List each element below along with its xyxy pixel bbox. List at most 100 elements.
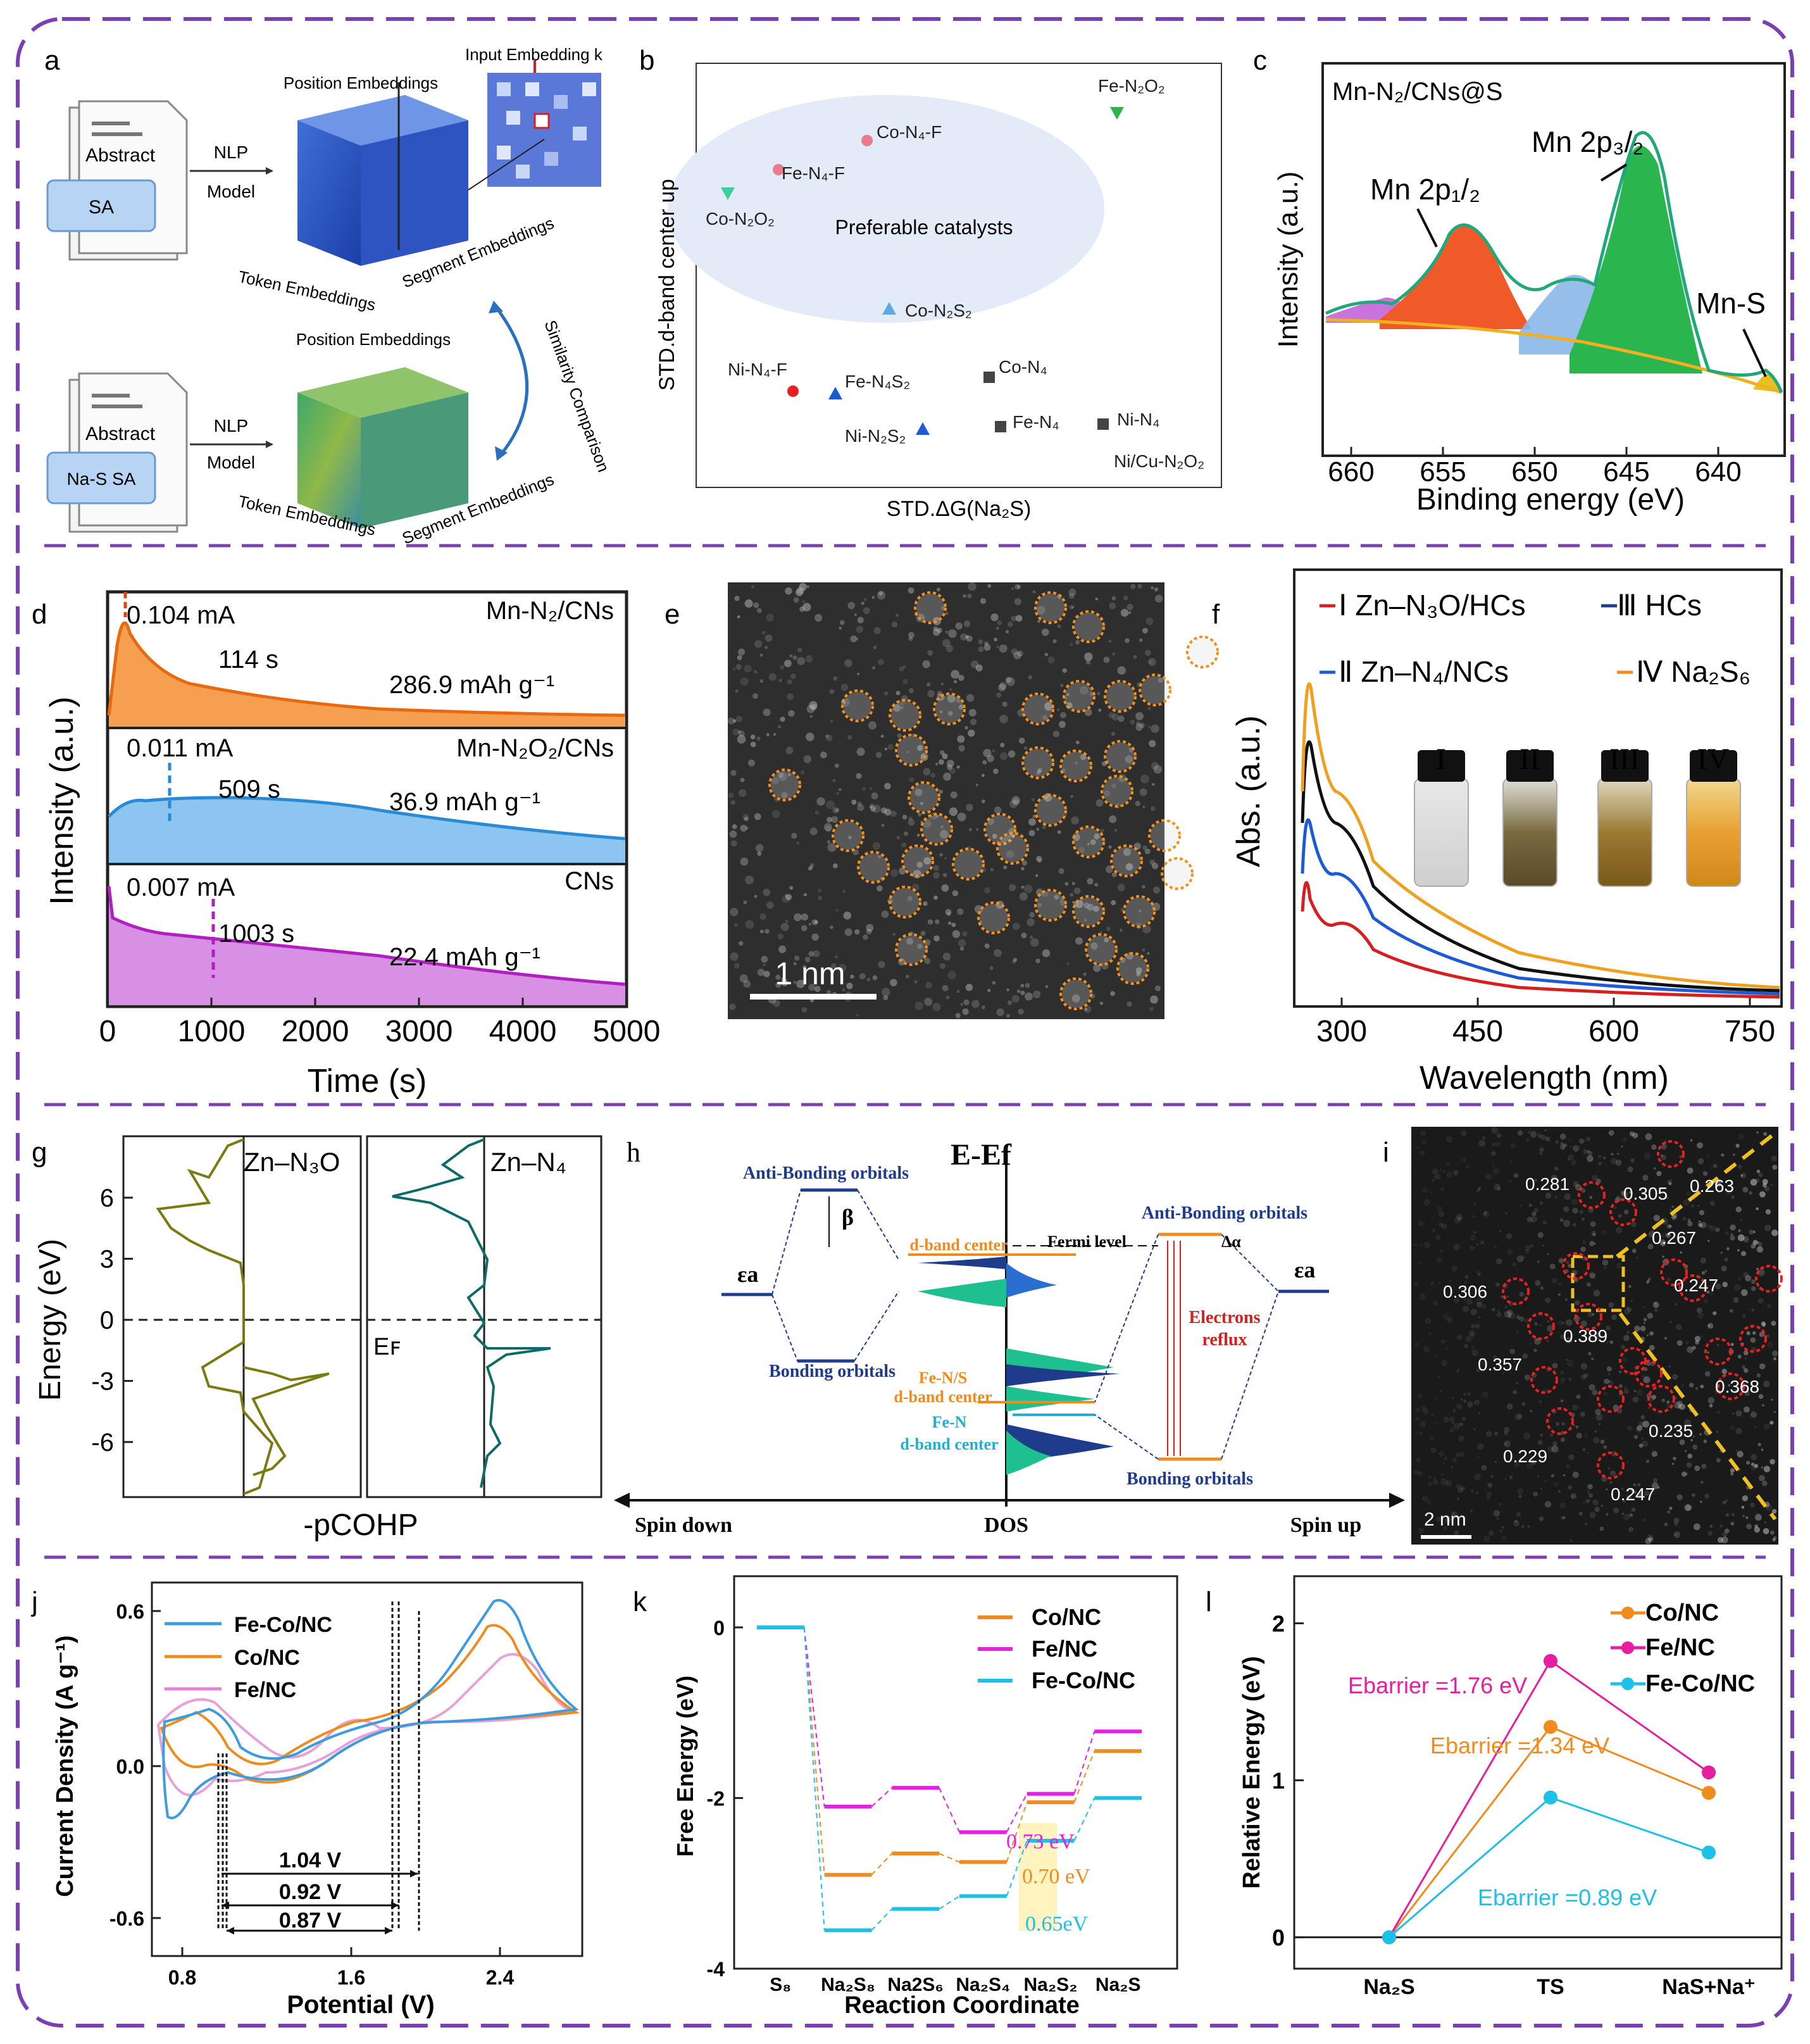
texture-dot [1673, 1517, 1680, 1524]
texture-dot [890, 869, 899, 877]
texture-dot [1529, 1342, 1532, 1345]
texture-dot [1590, 1221, 1596, 1227]
texture-dot [1554, 1167, 1559, 1171]
texture-dot [863, 607, 870, 615]
texture-dot [1066, 962, 1070, 965]
texture-dot [1738, 1229, 1741, 1232]
texture-dot [1414, 1168, 1417, 1170]
axis-label-x-g: -pCOHP [303, 1508, 418, 1542]
texture-dot [881, 910, 889, 919]
texture-dot [1117, 666, 1126, 675]
texture-dot [1578, 1512, 1583, 1516]
tick-label: 650 [1511, 456, 1557, 487]
texture-dot [1509, 1476, 1513, 1479]
trace1-name: Mn-N₂/CNs [486, 597, 614, 625]
texture-dot [908, 688, 914, 694]
texture-dot [1671, 1215, 1676, 1220]
texture-dot [1738, 1134, 1744, 1140]
texture-dot [1588, 1493, 1594, 1498]
texture-dot [1445, 1517, 1451, 1524]
texture-dot [830, 925, 833, 929]
texture-dot [790, 673, 796, 679]
texture-dot [1621, 1488, 1624, 1490]
energy-connector [871, 1787, 893, 1807]
atom-marker [832, 819, 864, 852]
texture-dot [1648, 1277, 1652, 1281]
atom-dot [1062, 752, 1090, 780]
texture-dot [1457, 1334, 1463, 1341]
vial-label-3: III [1609, 743, 1640, 776]
texture-dot [1439, 1390, 1442, 1393]
panel-letter-a: a [44, 45, 60, 76]
texture-dot [1661, 1398, 1665, 1403]
texture-dot [1525, 1138, 1530, 1142]
atom-dot [986, 815, 1014, 843]
texture-dot [1130, 719, 1135, 725]
texture-dot [1013, 799, 1020, 806]
texture-dot [901, 706, 904, 709]
texture-dot [1141, 884, 1145, 889]
texture-dot [1565, 1319, 1573, 1326]
texture-dot [1482, 1391, 1489, 1399]
texture-dot [763, 888, 771, 896]
tick-label: 2.4 [486, 1966, 515, 1989]
legend-f-4: Ⅳ Na₂S₆ [1636, 655, 1751, 688]
texture-dot [1073, 887, 1081, 894]
texture-dot [1679, 1155, 1683, 1158]
similarity-label: Similarity Comparison [540, 318, 613, 475]
texture-dot [1601, 1476, 1607, 1483]
texture-dot [1439, 1450, 1445, 1457]
axis-label-x-k: Reaction Coordinate [844, 1992, 1080, 2019]
texture-dot [999, 715, 1008, 724]
tick-label: S₈ [770, 1974, 791, 1995]
texture-dot [1592, 1232, 1596, 1237]
texture-dot [1097, 691, 1101, 696]
sa-chip [46, 179, 156, 232]
texture-dot [1047, 656, 1055, 664]
texture-dot [935, 762, 939, 766]
texture-dot [1457, 1368, 1461, 1371]
texture-dot [1552, 1441, 1557, 1446]
atom-dot [904, 847, 932, 875]
texture-dot [745, 920, 754, 929]
texture-dot [873, 645, 877, 649]
texture-dot [987, 989, 991, 993]
texture-dot [1000, 743, 1005, 748]
texture-dot [754, 813, 761, 820]
texture-dot [1716, 1458, 1721, 1463]
texture-dot [1579, 1210, 1583, 1214]
texture-dot [1142, 925, 1151, 934]
texture-dot [1135, 724, 1143, 731]
cube-left-face [297, 120, 361, 266]
atom-dot [771, 771, 799, 799]
texture-dot [1123, 595, 1128, 601]
atom-marker [952, 848, 985, 881]
texture-dot [1430, 1192, 1433, 1194]
texture-dot [1756, 1178, 1760, 1182]
texture-dot [740, 777, 745, 782]
texture-dot [1744, 1391, 1750, 1396]
texture-dot [1710, 1226, 1716, 1231]
texture-dot [825, 825, 832, 832]
texture-dot [1556, 1422, 1560, 1426]
texture-dot [881, 988, 890, 997]
texture-dot [1423, 1241, 1431, 1248]
texture-dot [1611, 1450, 1617, 1457]
texture-dot [1470, 1246, 1475, 1251]
texture-dot [1593, 1289, 1601, 1297]
preferable-label: Preferable catalysts [835, 216, 1013, 239]
texture-dot [917, 943, 923, 950]
texture-dot [1707, 1239, 1710, 1242]
texture-dot [1773, 1410, 1776, 1414]
texture-dot [1517, 1488, 1524, 1495]
texture-dot [744, 816, 749, 822]
texture-dot [1613, 1404, 1619, 1411]
legend-j-2: Co/NC [234, 1646, 300, 1670]
plot-frame-j [151, 1581, 584, 1957]
tick-label: Na₂S₂ [1023, 1974, 1077, 1995]
texture-dot [738, 730, 745, 737]
spin-up: Spin up [1290, 1514, 1362, 1537]
texture-dot [1677, 1405, 1682, 1409]
texture-dot [1487, 1483, 1492, 1488]
texture-dot [833, 676, 838, 681]
